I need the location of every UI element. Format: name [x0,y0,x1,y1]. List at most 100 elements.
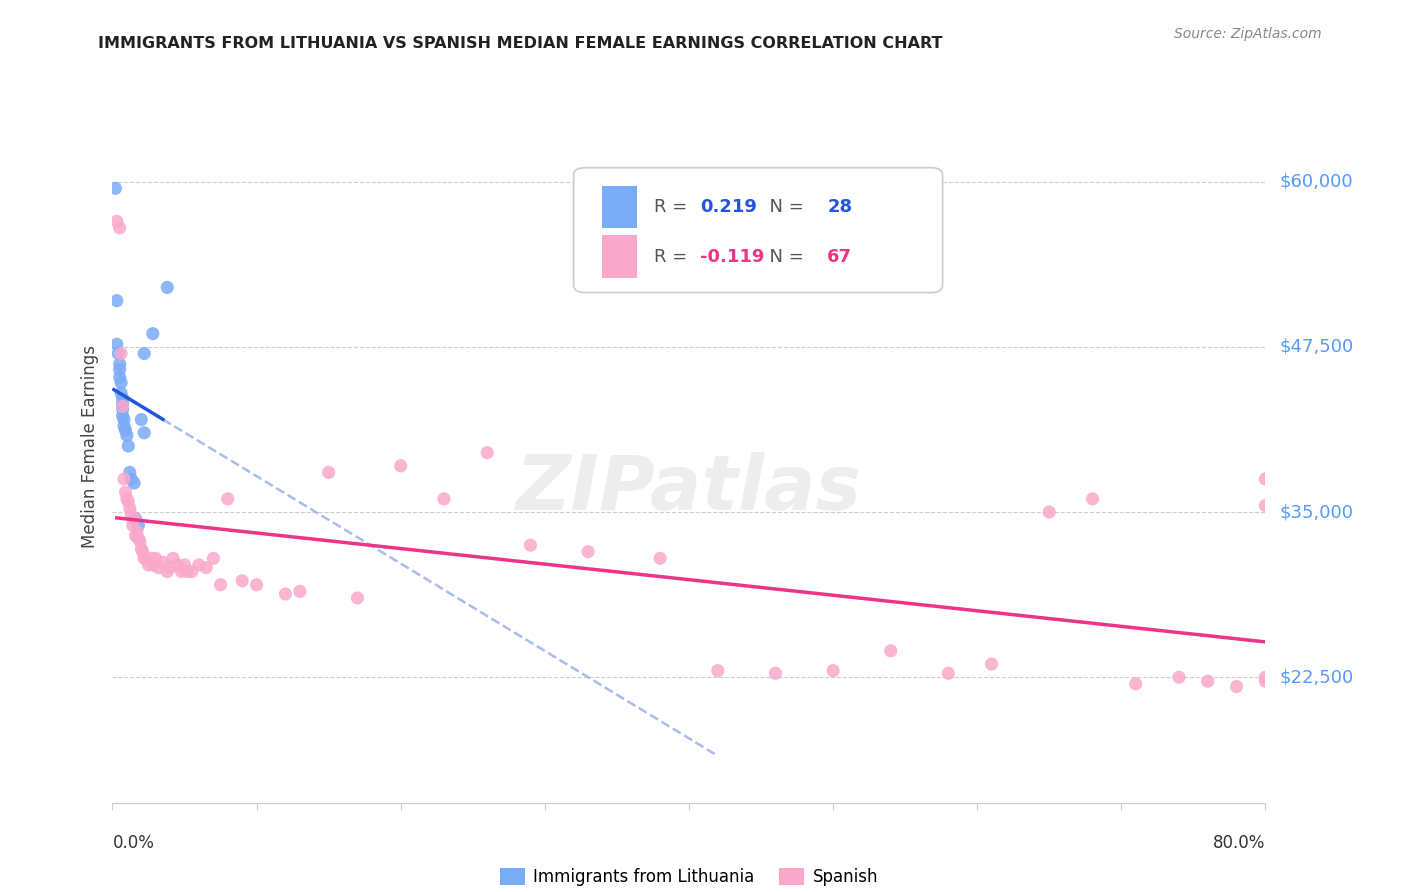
Point [117,494,139,508]
Point [202,551,225,566]
Point [188,558,211,572]
Point [156,280,179,294]
Text: IMMIGRANTS FROM LITHUANIA VS SPANISH MEDIAN FEMALE EARNINGS CORRELATION CHART: IMMIGRANTS FROM LITHUANIA VS SPANISH MED… [98,36,943,51]
Text: ZIPatlas: ZIPatlas [516,452,862,525]
Point [108,357,131,371]
Point [318,466,340,480]
Point [135,551,157,566]
Text: R =: R = [654,248,693,266]
Point [162,551,184,566]
Text: 67: 67 [827,248,852,266]
FancyBboxPatch shape [574,168,942,293]
Point [122,511,145,525]
Point [159,560,181,574]
Point [1226,680,1249,694]
Text: $60,000: $60,000 [1279,173,1353,191]
Point [121,518,143,533]
Point [1081,491,1104,506]
Point [112,412,135,426]
Point [120,508,142,522]
Text: $35,000: $35,000 [1279,503,1354,521]
Point [134,551,156,566]
Point [1125,677,1147,691]
Point [111,402,134,417]
Point [156,565,179,579]
Point [173,558,195,572]
Point [108,221,131,235]
Point [650,551,672,566]
Point [124,529,146,543]
Point [152,555,174,569]
Point [936,666,959,681]
Point [1167,670,1189,684]
Point [110,376,132,390]
Point [274,587,297,601]
Point [115,428,138,442]
Point [142,558,165,572]
Point [176,565,198,579]
Point [105,293,128,308]
Point [105,337,128,351]
Point [134,346,156,360]
Point [217,491,239,506]
Point [117,439,139,453]
Text: -0.119: -0.119 [700,248,765,266]
Point [346,591,368,605]
Point [118,501,141,516]
Text: 0.0%: 0.0% [112,834,155,852]
Point [576,545,599,559]
Point [138,558,160,572]
Point [148,560,170,574]
Point [122,475,145,490]
Y-axis label: Median Female Earnings: Median Female Earnings [80,344,98,548]
Point [105,214,128,228]
Point [104,181,127,195]
Point [127,518,149,533]
Point [166,558,188,572]
Point [111,409,134,423]
Point [112,419,135,434]
Point [475,445,499,459]
Point [433,491,456,506]
Point [1254,670,1277,684]
Point [821,664,844,678]
Point [170,565,193,579]
Point [765,666,787,681]
Point [1254,472,1277,486]
Point [195,560,218,574]
Point [389,458,412,473]
Point [107,346,129,360]
Point [127,532,149,546]
FancyBboxPatch shape [603,235,637,278]
Text: $47,500: $47,500 [1279,338,1354,356]
Point [1254,499,1277,513]
Point [111,392,134,406]
Text: 80.0%: 80.0% [1213,834,1265,852]
Point [141,551,163,566]
Point [108,370,131,384]
Point [880,644,903,658]
Point [246,578,269,592]
Legend: Immigrants from Lithuania, Spanish: Immigrants from Lithuania, Spanish [494,861,884,892]
Point [129,542,153,557]
Point [209,578,232,592]
Point [129,412,153,426]
Point [114,485,136,500]
FancyBboxPatch shape [603,186,637,228]
Point [134,425,156,440]
Point [114,423,136,437]
Point [110,346,132,360]
Text: R =: R = [654,198,693,216]
Point [111,397,134,411]
Text: 0.219: 0.219 [700,198,758,216]
Point [1197,674,1219,689]
Point [519,538,541,552]
Point [180,565,202,579]
Point [124,511,146,525]
Point [120,472,142,486]
Point [108,362,131,376]
Point [115,491,138,506]
Point [142,326,165,341]
Point [132,545,155,559]
Point [980,657,1002,671]
